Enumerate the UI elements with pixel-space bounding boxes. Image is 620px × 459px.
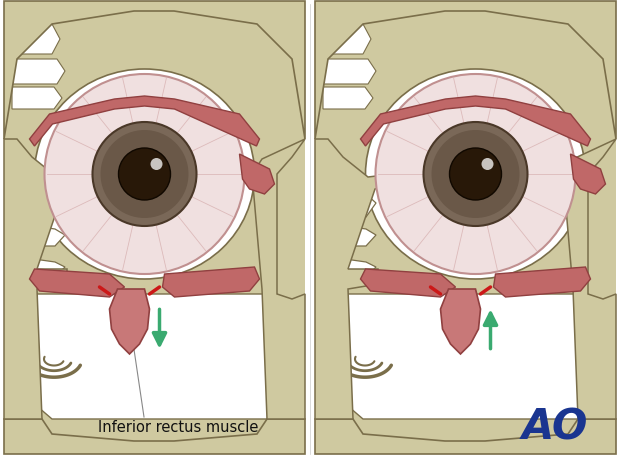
- Polygon shape: [323, 60, 376, 85]
- Polygon shape: [570, 155, 606, 195]
- Circle shape: [100, 131, 188, 218]
- Text: Inferior rectus muscle: Inferior rectus muscle: [98, 420, 258, 435]
- Polygon shape: [4, 419, 305, 454]
- Polygon shape: [12, 25, 60, 55]
- Polygon shape: [12, 60, 65, 85]
- Polygon shape: [331, 257, 376, 277]
- Ellipse shape: [35, 70, 254, 280]
- Polygon shape: [440, 289, 480, 354]
- Polygon shape: [315, 2, 616, 140]
- Polygon shape: [563, 140, 616, 419]
- Circle shape: [423, 123, 528, 226]
- Circle shape: [92, 123, 197, 226]
- Circle shape: [151, 159, 162, 171]
- Polygon shape: [12, 88, 62, 110]
- Polygon shape: [252, 140, 305, 419]
- Circle shape: [45, 75, 244, 274]
- Text: AO: AO: [522, 406, 588, 448]
- Circle shape: [376, 75, 575, 274]
- Polygon shape: [323, 25, 371, 55]
- Circle shape: [118, 149, 170, 201]
- Polygon shape: [17, 294, 292, 419]
- Polygon shape: [328, 294, 603, 419]
- Polygon shape: [30, 269, 125, 297]
- Polygon shape: [315, 140, 393, 419]
- Polygon shape: [4, 2, 305, 454]
- Polygon shape: [4, 140, 82, 419]
- Circle shape: [432, 131, 520, 218]
- Polygon shape: [323, 88, 373, 110]
- Polygon shape: [4, 2, 305, 140]
- Polygon shape: [20, 224, 65, 246]
- Polygon shape: [30, 97, 260, 147]
- Polygon shape: [162, 268, 260, 297]
- Circle shape: [482, 159, 494, 171]
- Circle shape: [450, 149, 502, 201]
- Polygon shape: [360, 269, 456, 297]
- Polygon shape: [331, 190, 376, 218]
- Polygon shape: [331, 224, 376, 246]
- Polygon shape: [315, 2, 616, 454]
- Polygon shape: [20, 190, 65, 218]
- Polygon shape: [110, 289, 149, 354]
- Polygon shape: [360, 97, 590, 147]
- Polygon shape: [494, 268, 590, 297]
- Ellipse shape: [366, 70, 585, 280]
- Polygon shape: [315, 419, 616, 454]
- Polygon shape: [20, 257, 65, 277]
- Polygon shape: [239, 155, 275, 195]
